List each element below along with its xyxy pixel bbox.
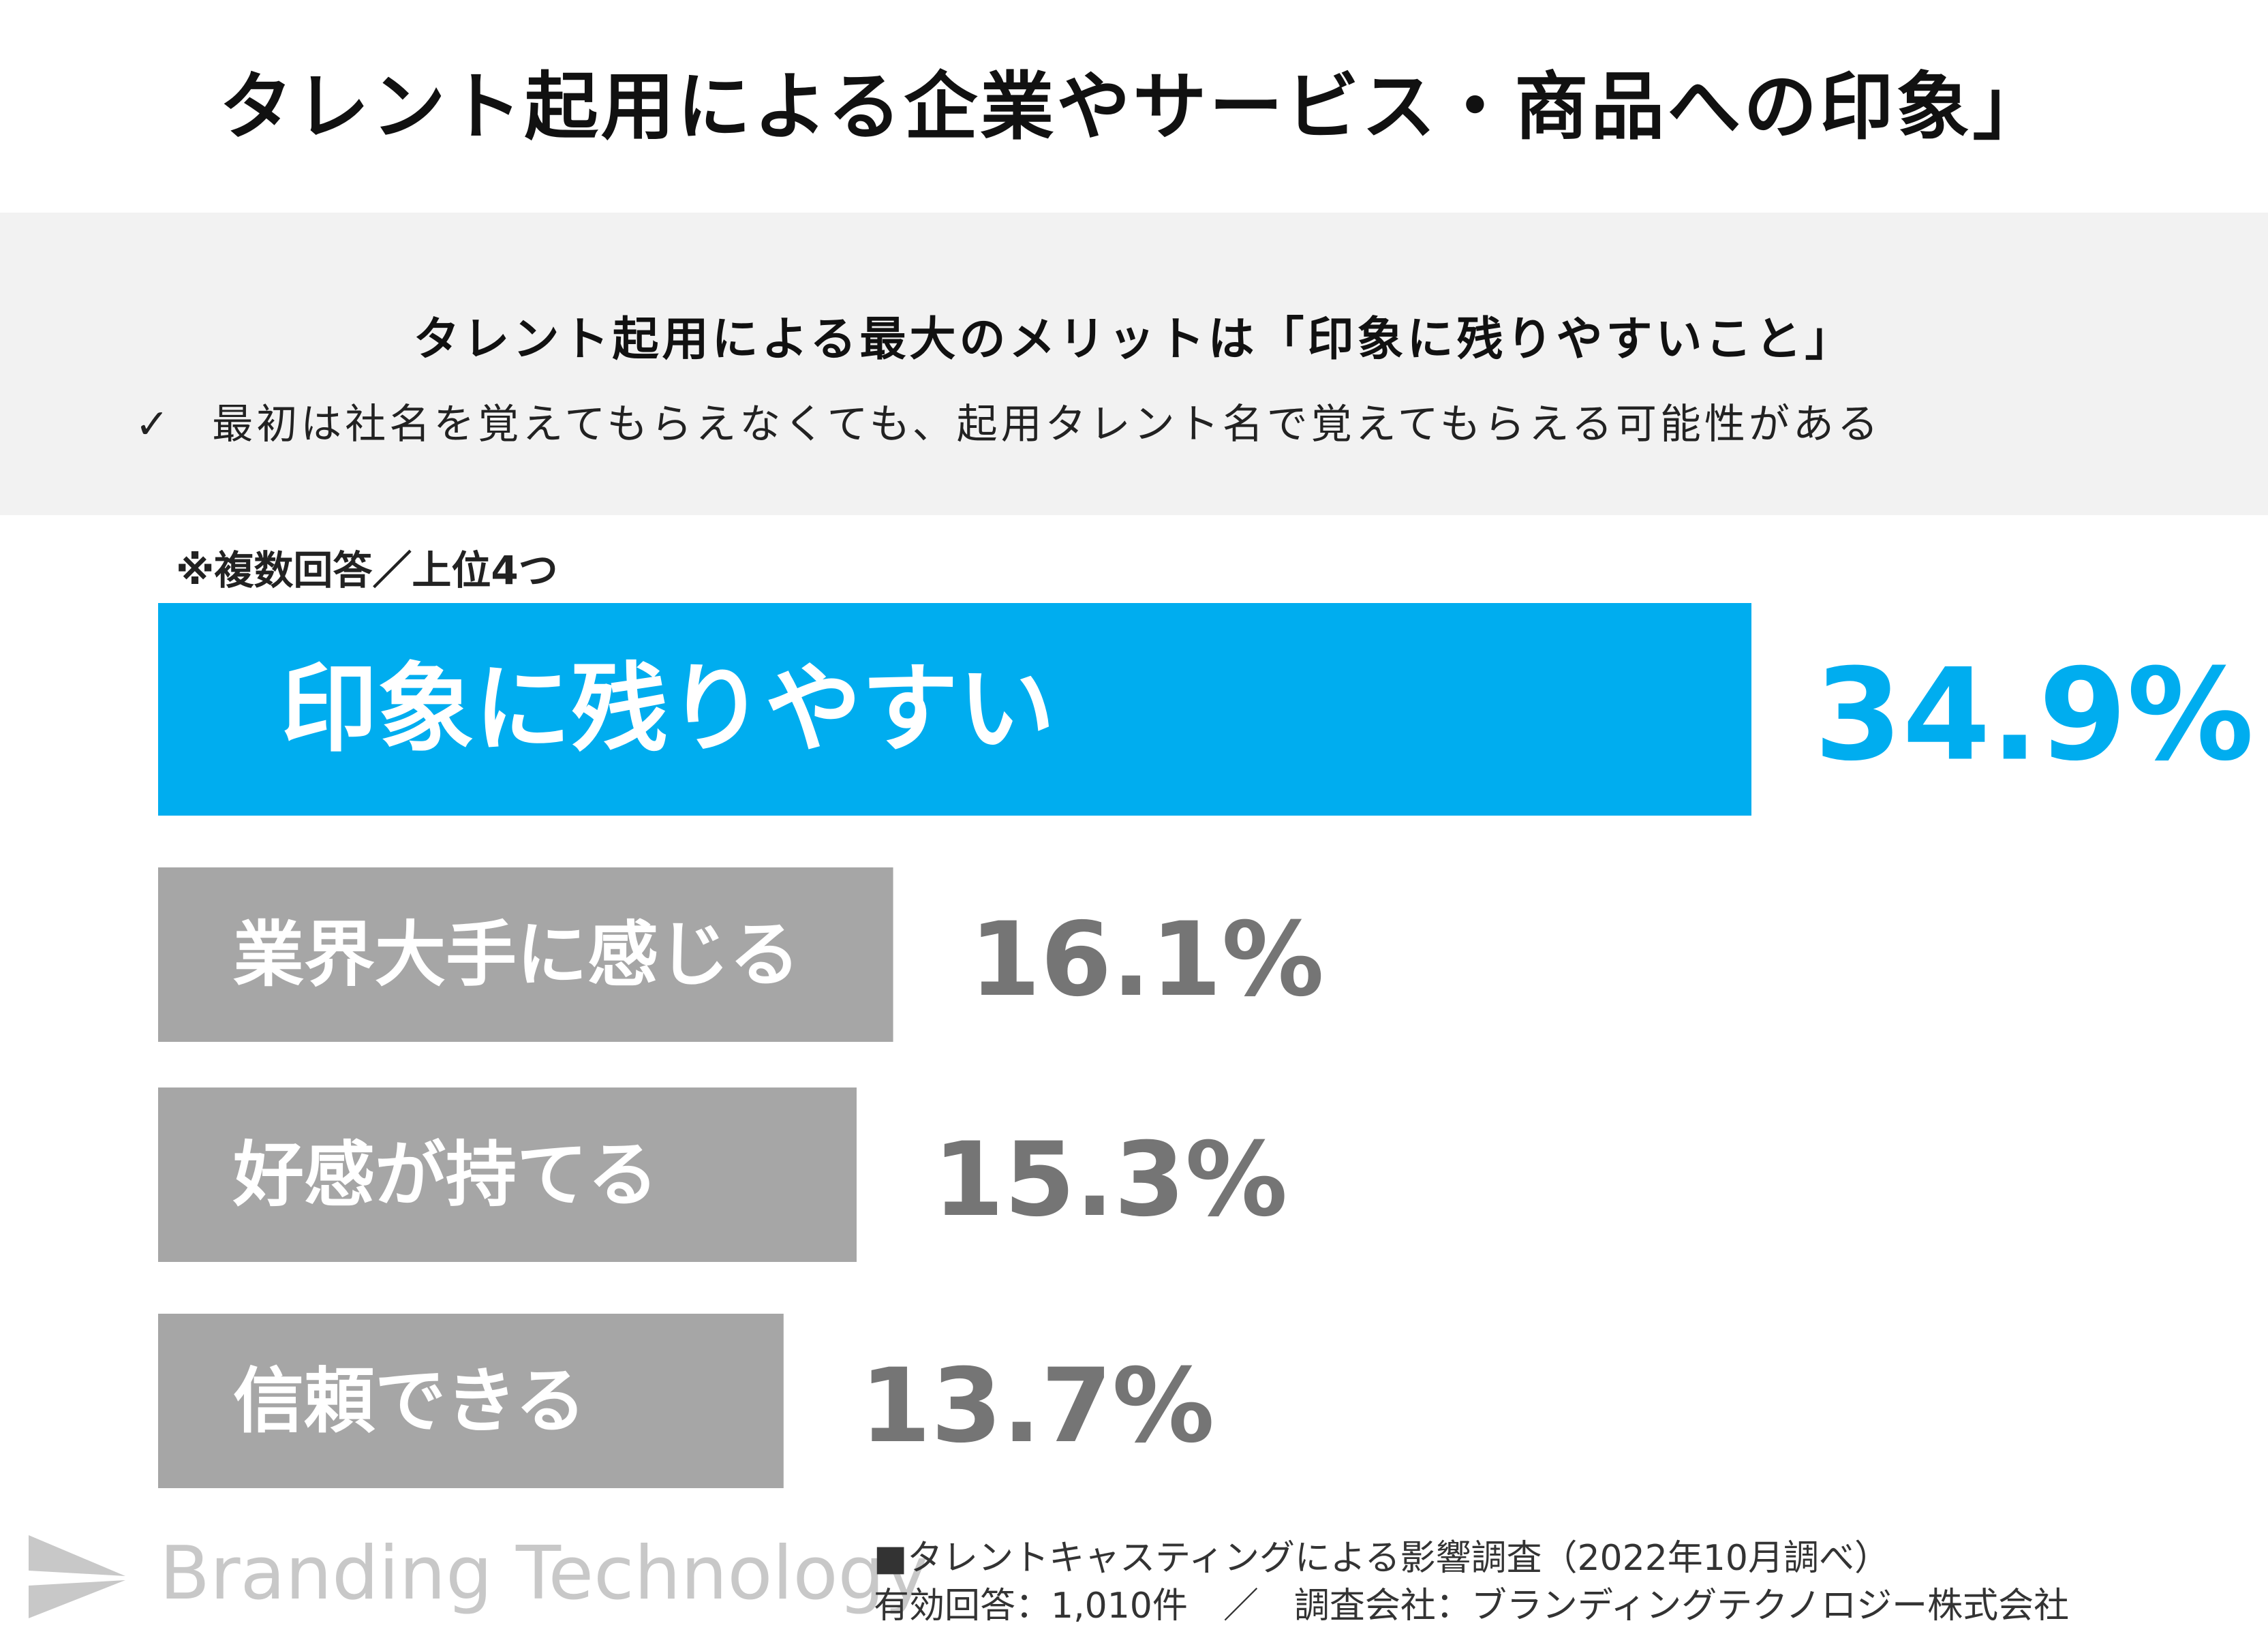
value-label-1: 16.1% <box>970 901 1324 1019</box>
source-note: ■タレントキャスティングによる影響調査（2022年10月調べ） 有効回答：1,0… <box>874 1534 2069 1630</box>
bar-2 <box>158 1087 857 1262</box>
check-icon: ✓ <box>135 401 173 448</box>
summary-point-text: 最初は社名を覚えてもらえなくても、起用タレント名で覚えてもらえる可能性がある <box>212 401 1882 448</box>
value-label-0: 34.9% <box>1814 641 2254 789</box>
logo-text: Branding Technology <box>159 1531 928 1616</box>
value-label-3: 13.7% <box>860 1347 1214 1466</box>
value-label-2: 15.3% <box>933 1121 1287 1239</box>
bar-label-1: 業界大手に感じる <box>233 913 800 996</box>
summary-panel: タレント起用による最大のメリットは「印象に残りやすいこと」 ✓ 最初は社名を覚えて… <box>0 213 2268 515</box>
chart-note: ※複数回答／上位4つ <box>176 547 558 593</box>
bar-label-3: 信頼できる <box>233 1359 586 1442</box>
bar-0 <box>158 603 1751 816</box>
bar-label-2: 好感が持てる <box>232 1133 658 1216</box>
source-line-1: ■タレントキャスティングによる影響調査（2022年10月調べ） <box>874 1538 1890 1579</box>
bar-3 <box>158 1314 784 1488</box>
page-title: タレント起用による企業やサービス・商品への印象」 <box>219 65 2049 150</box>
bar-label-0: 印象に残りやすい <box>281 653 1055 766</box>
bar-1 <box>158 867 893 1042</box>
logo-mark-icon <box>29 1535 125 1618</box>
summary-heading: タレント起用による最大のメリットは「印象に残りやすいこと」 <box>413 313 1855 367</box>
source-line-2: 有効回答：1,010件 ／ 調査会社：ブランディングテクノロジー株式会社 <box>874 1586 2070 1626</box>
company-logo: Branding Technology <box>23 1523 928 1632</box>
summary-point: ✓ 最初は社名を覚えてもらえなくても、起用タレント名で覚えてもらえる可能性がある <box>135 391 1882 450</box>
